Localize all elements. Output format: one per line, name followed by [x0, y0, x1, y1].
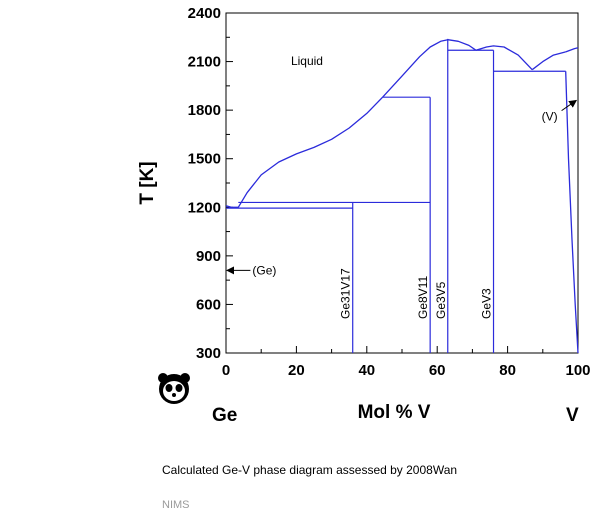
ge-phase-label: (Ge): [252, 263, 276, 277]
annotation-arrow: [561, 99, 578, 112]
phase-boundary: [531, 51, 566, 71]
phase-boundary: [565, 71, 579, 354]
y-tick-label: 1500: [188, 151, 221, 168]
x-tick-label: 20: [288, 362, 305, 379]
x-axis-title: Mol % V: [358, 402, 431, 423]
y-tick-label: 2100: [188, 54, 221, 71]
x-tick-label: 80: [499, 362, 516, 379]
phase-boundary: [382, 39, 477, 98]
plot-frame: [225, 12, 579, 354]
y-axis-title: T [K]: [137, 161, 158, 204]
left-element-label: Ge: [212, 405, 237, 426]
x-tick-label: 0: [222, 362, 230, 379]
y-tick-label: 600: [196, 296, 221, 313]
phase-boundary: [565, 47, 579, 53]
phase-boundaries: [225, 39, 579, 354]
y-tick-label: 1200: [188, 199, 221, 216]
phase-diagram: Ge31V17 Ge8V11 Ge3V5 GeV3 0 20 40 60 80 100 300 60…: [137, 5, 591, 426]
tick-labels: 0 20 40 60 80 100 300 600 900 1200 1500 1800 2100 240…: [188, 5, 591, 379]
compound-label: GeV3: [480, 288, 494, 319]
compound-lines: Ge31V17 Ge8V11 Ge3V5 GeV3: [339, 38, 495, 353]
y-tick-label: 2400: [188, 5, 221, 22]
liquid-region-label: Liquid: [291, 54, 323, 68]
y-tick-label: 300: [196, 345, 221, 362]
panda-icon: [158, 373, 190, 404]
compound-label: Ge8V11: [416, 276, 430, 319]
phase-boundary: [475, 45, 533, 71]
annotations: Liquid (Ge) (V): [226, 54, 578, 277]
right-element-label: V: [566, 405, 579, 426]
x-tick-label: 100: [565, 362, 590, 379]
y-tick-label: 1800: [188, 102, 221, 119]
compound-label: Ge31V17: [339, 268, 353, 319]
x-tick-label: 40: [358, 362, 375, 379]
y-tick-label: 900: [196, 248, 221, 265]
figure-caption: Calculated Ge-V phase diagram assessed b…: [162, 463, 458, 477]
compound-label: Ge3V5: [434, 281, 448, 319]
phase-boundary: [237, 96, 384, 208]
tick-marks: [225, 12, 579, 354]
invariant-lines: [226, 49, 566, 209]
source-label: NIMS: [162, 499, 190, 511]
v-phase-label: (V): [542, 110, 558, 124]
phase-boundary: [225, 205, 239, 208]
x-tick-label: 60: [429, 362, 446, 379]
